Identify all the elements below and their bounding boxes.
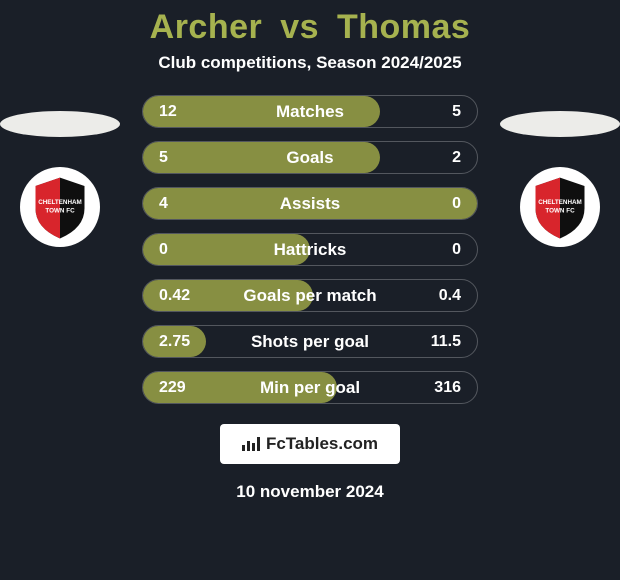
bar-chart-icon [242,437,260,451]
stat-left-value: 12 [159,103,177,121]
page-title: Archer vs Thomas [150,8,471,47]
title-vs: vs [280,8,319,46]
stat-row: 0.42 Goals per match 0.4 [142,279,478,312]
stat-label: Hattricks [274,240,347,260]
right-country-oval [500,111,620,137]
stat-row: 2.75 Shots per goal 11.5 [142,325,478,358]
left-side: CHELTENHAM TOWN FC [0,95,120,247]
stat-right-value: 316 [434,379,461,397]
title-player1: Archer [150,8,263,46]
stat-fill-bar [143,142,380,173]
left-club-crest: CHELTENHAM TOWN FC [20,167,100,247]
stat-row: 12 Matches 5 [142,95,478,128]
stat-row: 5 Goals 2 [142,141,478,174]
crest-text-2: TOWN FC [45,208,75,215]
shield-icon: CHELTENHAM TOWN FC [25,172,95,242]
shield-icon: CHELTENHAM TOWN FC [525,172,595,242]
watermark-text: FcTables.com [266,434,378,454]
comparison-card: Archer vs Thomas Club competitions, Seas… [0,0,620,580]
stat-row: 0 Hattricks 0 [142,233,478,266]
crest-text-1: CHELTENHAM [538,199,582,206]
stat-label: Goals per match [243,286,376,306]
stats-table: 12 Matches 5 5 Goals 2 4 Assists 0 0 Hattricks 0 0.4… [142,95,478,404]
date-label: 10 november 2024 [236,482,383,502]
subtitle: Club competitions, Season 2024/2025 [158,53,461,73]
stat-right-value: 5 [452,103,461,121]
right-side: CHELTENHAM TOWN FC [500,95,620,247]
stat-right-value: 0 [452,195,461,213]
stat-label: Min per goal [260,378,360,398]
stat-label: Assists [280,194,340,214]
stat-right-value: 0.4 [439,287,461,305]
stat-label: Goals [286,148,333,168]
crest-text-2: TOWN FC [545,208,575,215]
right-club-crest: CHELTENHAM TOWN FC [520,167,600,247]
title-player2: Thomas [337,8,470,46]
crest-text-1: CHELTENHAM [38,199,82,206]
stat-row: 4 Assists 0 [142,187,478,220]
watermark-badge: FcTables.com [220,424,400,464]
stat-left-value: 5 [159,149,168,167]
stat-left-value: 0 [159,241,168,259]
stat-left-value: 229 [159,379,186,397]
stat-left-value: 2.75 [159,333,190,351]
stat-label: Shots per goal [251,332,369,352]
stat-right-value: 11.5 [431,333,461,351]
stat-fill-bar [143,96,380,127]
content-row: CHELTENHAM TOWN FC 12 Matches 5 5 Goals 2 4 Ass… [0,95,620,404]
left-country-oval [0,111,120,137]
stat-right-value: 2 [452,149,461,167]
stat-label: Matches [276,102,344,122]
stat-left-value: 4 [159,195,168,213]
stat-right-value: 0 [452,241,461,259]
stat-left-value: 0.42 [159,287,190,305]
stat-row: 229 Min per goal 316 [142,371,478,404]
